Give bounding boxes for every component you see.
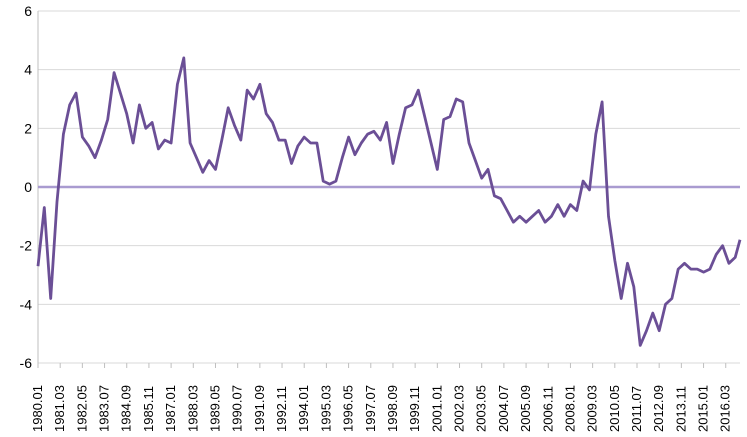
x-tick-label: 2003.05 [474,385,489,432]
x-tick-label: 1984.09 [119,385,134,432]
y-tick-label: 2 [24,120,32,136]
x-tick-label: 2013.11 [673,386,688,432]
gridlines [38,10,740,364]
x-tick-label: 1981.03 [52,385,67,432]
x-tick-label: 1990.07 [230,385,245,432]
x-tick-label: 2010.05 [607,385,622,432]
series-line [36,56,742,347]
y-tick-label: 0 [24,179,32,195]
x-tick-label: 2002.03 [452,385,467,432]
x-tick-label: 2011.07 [629,386,644,432]
y-axis-tick-labels: 6 4 2 0 -2 -4 -6 [20,3,33,371]
y-tick-label: -4 [20,296,33,312]
x-tick-label: 2009.03 [585,385,600,432]
x-tick-label: 1994.01 [296,385,311,432]
y-tick-label: 4 [24,62,32,78]
x-tick-label: 2008.01 [562,385,577,432]
x-tick-label: 1995.03 [318,385,333,432]
x-tick-label: 1992.11 [274,386,289,432]
x-tick-label: 1987.01 [163,385,178,432]
y-tick-label: -2 [20,238,33,254]
x-tick-label: 2016.03 [718,385,733,432]
x-tick-label: 2012.09 [651,385,666,432]
x-tick-label: 1996.05 [341,385,356,432]
x-tick-label: 2005.09 [518,385,533,432]
x-tick-label: 2001.01 [429,385,444,432]
x-tick-label: 1988.03 [185,385,200,432]
x-tick-label: 1989.05 [207,385,222,432]
x-tick-label: 1980.01 [30,385,45,432]
x-tick-label: 2006.11 [540,386,555,432]
y-tick-label: 6 [24,3,32,19]
x-tick-label: 1983.07 [97,385,112,432]
x-tick-label: 1991.09 [252,385,267,432]
x-tick-label: 1985.11 [141,386,156,432]
x-axis-tick-marks [37,363,727,368]
x-tick-label: 1998.09 [385,385,400,432]
x-tick-label: 2004.07 [496,385,511,432]
x-tick-label: 2015.01 [696,385,711,432]
y-tick-label: -6 [20,355,33,371]
x-axis-tick-labels: 1980.01 1981.03 1982.05 1983.07 1984.09 1985.… [30,385,733,432]
x-tick-label: 1999.11 [407,386,422,432]
x-tick-label: 1997.07 [363,385,378,432]
x-tick-label: 1982.05 [74,385,89,432]
